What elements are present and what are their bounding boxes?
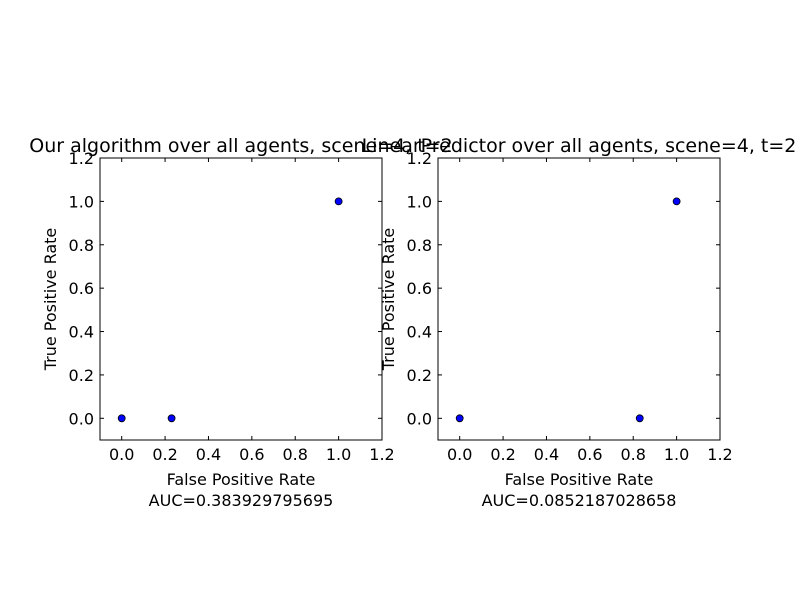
data-point: [167, 414, 176, 423]
auc-label: AUC=0.0852187028658: [482, 491, 677, 510]
data-point: [455, 414, 464, 423]
y-tick-label: 0.2: [69, 366, 94, 385]
y-tick-label: 0.0: [69, 409, 94, 428]
y-tick-label: 1.2: [407, 149, 432, 168]
chart-title: Our algorithm over all agents, scene=4, …: [29, 135, 452, 157]
plot-frame: [437, 157, 721, 441]
x-tick-label: 0.4: [196, 445, 221, 464]
data-point: [334, 197, 343, 206]
plot-frame: [99, 157, 383, 441]
x-tick-label: 0.8: [283, 445, 308, 464]
data-point: [672, 197, 681, 206]
auc-label: AUC=0.383929795695: [149, 491, 334, 510]
chart-1: 0.0 0.2 0.4 0.6 0.8 1.0 1.2 0.0 0.2 0.4 0.6 0.8 1.0 1…: [29, 135, 452, 510]
x-tick-label: 0.2: [490, 445, 515, 464]
y-tick-label: 0.0: [407, 409, 432, 428]
y-tick-label: 0.4: [69, 323, 94, 342]
y-tick-label: 0.8: [69, 236, 94, 255]
x-tick-label: 0.2: [152, 445, 177, 464]
y-tick-label: 0.4: [407, 323, 432, 342]
x-tick-label: 1.0: [664, 445, 689, 464]
y-axis-label: True Positive Rate: [379, 228, 398, 372]
chart-2: 0.0 0.2 0.4 0.6 0.8 1.0 1.2 0.0 0.2 0.4 0.6 0.8 1.0 1…: [362, 135, 797, 510]
x-tick-label: 0.0: [447, 445, 472, 464]
chart-title: LinearPredictor over all agents, scene=4…: [362, 135, 797, 157]
y-tick-label: 1.0: [407, 192, 432, 211]
data-point: [117, 414, 126, 423]
x-tick-label: 1.2: [707, 445, 732, 464]
y-axis-label: True Positive Rate: [41, 228, 60, 372]
data-point: [635, 414, 644, 423]
y-tick-label: 0.2: [407, 366, 432, 385]
y-tick-label: 0.6: [69, 279, 94, 298]
x-tick-label: 0.6: [577, 445, 602, 464]
y-tick-label: 1.0: [69, 192, 94, 211]
x-tick-label: 1.2: [369, 445, 394, 464]
y-tick-label: 0.8: [407, 236, 432, 255]
y-tick-label: 1.2: [69, 149, 94, 168]
x-axis-label: False Positive Rate: [167, 470, 316, 489]
x-tick-label: 0.6: [239, 445, 264, 464]
x-tick-label: 1.0: [326, 445, 351, 464]
x-tick-label: 0.4: [534, 445, 559, 464]
x-tick-label: 0.0: [109, 445, 134, 464]
x-axis-label: False Positive Rate: [505, 470, 654, 489]
x-tick-label: 0.8: [621, 445, 646, 464]
y-tick-label: 0.6: [407, 279, 432, 298]
